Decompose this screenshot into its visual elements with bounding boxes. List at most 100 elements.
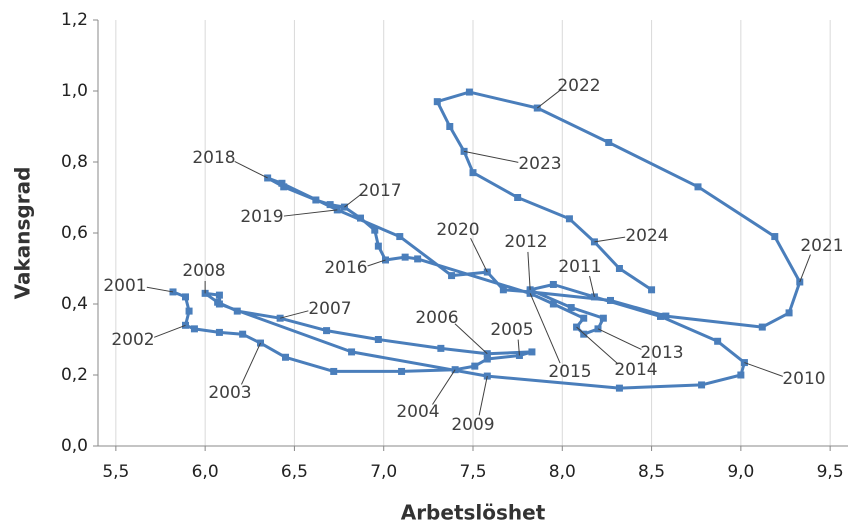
annotation-leader [478, 375, 488, 416]
point-marker [549, 300, 557, 308]
annotation-leader [594, 236, 626, 243]
x-tick-label: 7,0 [370, 462, 397, 482]
annotation-label: 2004 [396, 402, 439, 422]
point-marker [758, 323, 766, 331]
point-marker [414, 255, 422, 263]
annotation-leader [529, 293, 561, 364]
point-marker [433, 98, 441, 106]
x-tick-label: 6,0 [192, 462, 219, 482]
x-tick-label: 8,5 [638, 462, 665, 482]
annotation-leader [576, 326, 619, 365]
annotation-label: 2017 [358, 181, 401, 201]
point-marker [615, 265, 623, 272]
annotation-label: 2019 [240, 207, 283, 227]
point-marker [190, 325, 198, 333]
point-marker [357, 214, 364, 222]
point-marker [215, 300, 223, 308]
annotation-label: 2024 [625, 226, 668, 246]
point-marker [282, 353, 289, 361]
annotation-leader [527, 251, 531, 290]
point-marker [694, 183, 702, 191]
point-marker [233, 307, 241, 315]
point-marker [182, 293, 189, 301]
annotation-label: 2016 [324, 258, 367, 278]
point-marker [471, 362, 479, 370]
annotation-label: 2003 [208, 383, 251, 403]
point-marker [398, 367, 406, 375]
annotation-leader [597, 328, 642, 350]
point-marker [549, 280, 557, 288]
annotation-label: 2015 [548, 362, 591, 382]
annotation-label: 2014 [614, 360, 657, 380]
annotation-leader [470, 237, 488, 273]
point-marker [312, 196, 320, 204]
point-marker [785, 309, 793, 317]
annotation-label: 2008 [182, 261, 225, 281]
annotation-leader [283, 209, 338, 217]
point-marker [371, 226, 379, 234]
point-marker [401, 253, 409, 261]
point-marker [185, 307, 193, 315]
annotation-label: 2009 [451, 415, 494, 435]
point-marker [465, 88, 473, 96]
point-marker [657, 312, 664, 320]
point-marker [239, 330, 247, 338]
x-tick-label: 6,5 [281, 462, 308, 482]
annotation-label: 2018 [192, 148, 235, 168]
y-tick-label: 1,2 [61, 10, 88, 30]
annotation-leader [744, 362, 783, 377]
point-marker [714, 337, 722, 345]
point-marker [483, 355, 491, 363]
x-tick-label: 5,5 [102, 462, 129, 482]
x-tick-label: 7,5 [459, 462, 486, 482]
annotation-label: 2023 [518, 154, 561, 174]
point-marker [396, 233, 404, 241]
point-marker [580, 314, 588, 322]
series-line [172, 90, 802, 390]
annotation-leader [241, 342, 261, 385]
annotation-label: 2020 [436, 220, 479, 240]
x-axis-title: Arbetslöshet [401, 501, 546, 525]
point-marker [528, 348, 536, 356]
annotation-leader [454, 323, 488, 355]
y-tick-label: 0,8 [61, 152, 88, 172]
point-marker [278, 179, 286, 187]
annotation-leader [280, 310, 309, 319]
point-marker [737, 371, 745, 379]
point-marker [567, 304, 575, 312]
point-marker [469, 169, 477, 177]
y-tick-label: 0,2 [61, 365, 88, 385]
annotation-label: 2007 [308, 299, 351, 319]
x-tick-label: 8,0 [549, 462, 576, 482]
point-marker [605, 138, 613, 146]
x-tick-label: 9,0 [727, 462, 754, 482]
annotation-leader [344, 194, 361, 208]
point-marker [599, 314, 607, 322]
point-marker [374, 242, 382, 250]
x-tick-label: 9,5 [817, 462, 844, 482]
point-marker [330, 367, 338, 375]
annotation-leader [536, 90, 560, 109]
point-marker [526, 288, 534, 296]
point-marker [514, 194, 522, 201]
point-marker [448, 272, 456, 280]
annotation-leader [432, 369, 456, 405]
point-marker [698, 381, 706, 389]
annotation-leader [589, 275, 595, 298]
y-tick-label: 0,6 [61, 223, 88, 243]
point-marker [499, 286, 507, 294]
point-marker [565, 215, 573, 223]
annotation-label: 2006 [415, 308, 458, 328]
point-marker [437, 344, 445, 352]
annotation-leader [799, 254, 811, 283]
annotation-label: 2021 [800, 236, 843, 256]
y-tick-label: 0,0 [61, 436, 88, 456]
point-marker [580, 330, 588, 338]
annotation-leader [463, 150, 519, 163]
annotation-label: 2022 [557, 76, 600, 96]
annotation-leader [367, 259, 386, 267]
point-marker [326, 201, 334, 209]
point-marker [446, 123, 454, 130]
point-marker [215, 291, 223, 299]
